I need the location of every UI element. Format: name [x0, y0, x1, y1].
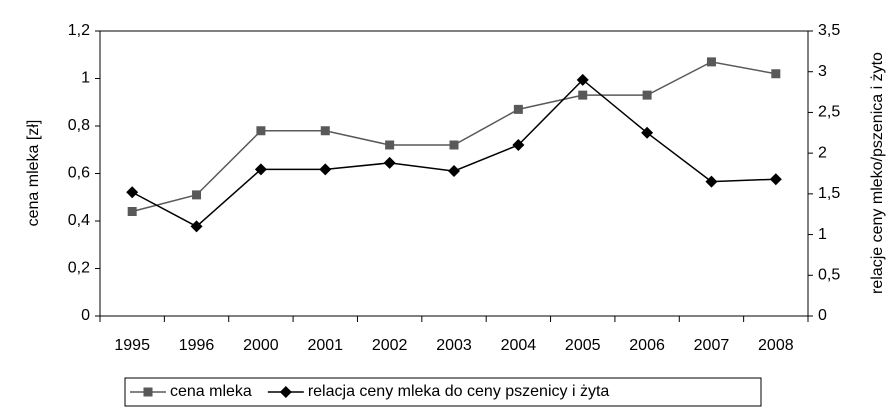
legend-label: cena mleka [170, 383, 252, 400]
y-axis-title: cena mleka [zł] [25, 120, 42, 227]
x-tick-label: 2002 [372, 337, 408, 354]
y-tick-label: 0 [81, 307, 90, 324]
marker [320, 126, 330, 136]
marker [190, 220, 203, 233]
marker [512, 139, 525, 151]
series-line [131, 78, 776, 228]
marker [254, 163, 267, 176]
x-tick-label: 2007 [694, 337, 730, 354]
marker [513, 104, 523, 114]
series-line [131, 61, 776, 213]
marker [192, 190, 202, 200]
y2-tick-label: 1 [818, 226, 827, 243]
marker [576, 73, 589, 86]
x-tick-label: 2005 [565, 337, 601, 354]
y-tick-label: 1 [81, 70, 90, 87]
y2-tick-label: 3 [818, 63, 827, 80]
x-tick-label: 2008 [758, 337, 794, 354]
marker [385, 140, 395, 150]
marker [319, 163, 332, 176]
marker [448, 165, 460, 178]
marker [126, 186, 139, 199]
x-tick-label: 2004 [501, 337, 537, 354]
marker [642, 90, 652, 100]
x-tick-label: 2000 [243, 337, 279, 354]
y-tick-label: 0,2 [68, 260, 90, 277]
x-tick-label: 2003 [436, 337, 472, 354]
legend-label: relacja ceny mleka do ceny pszenicy i ży… [308, 383, 610, 400]
y2-tick-label: 2,5 [818, 104, 840, 121]
y2-tick-label: 2 [818, 144, 827, 161]
marker [641, 126, 654, 139]
y-tick-label: 1,2 [68, 22, 90, 39]
x-tick-label: 2006 [629, 337, 665, 354]
legend-marker [279, 386, 292, 398]
marker [449, 140, 459, 150]
x-tick-label: 1995 [114, 337, 150, 354]
y2-tick-label: 1,5 [818, 185, 840, 202]
marker [578, 90, 588, 100]
x-tick-label: 1996 [179, 337, 215, 354]
y2-axis-title: relacje ceny mleko/pszenica i żyto [869, 52, 886, 294]
legend-marker [143, 387, 153, 397]
x-tick-label: 2001 [307, 337, 343, 354]
y2-tick-label: 0,5 [818, 267, 840, 284]
marker [705, 175, 718, 188]
y-tick-label: 0,8 [68, 117, 90, 134]
marker [769, 173, 782, 186]
y2-tick-label: 0 [818, 307, 827, 324]
marker [706, 57, 716, 67]
marker [256, 126, 266, 136]
y2-tick-label: 3,5 [818, 22, 840, 39]
y-tick-label: 0,6 [68, 165, 90, 182]
y-tick-label: 0,4 [68, 212, 90, 229]
legend [124, 377, 762, 407]
marker [771, 69, 781, 79]
marker [127, 207, 137, 216]
marker [383, 156, 396, 169]
